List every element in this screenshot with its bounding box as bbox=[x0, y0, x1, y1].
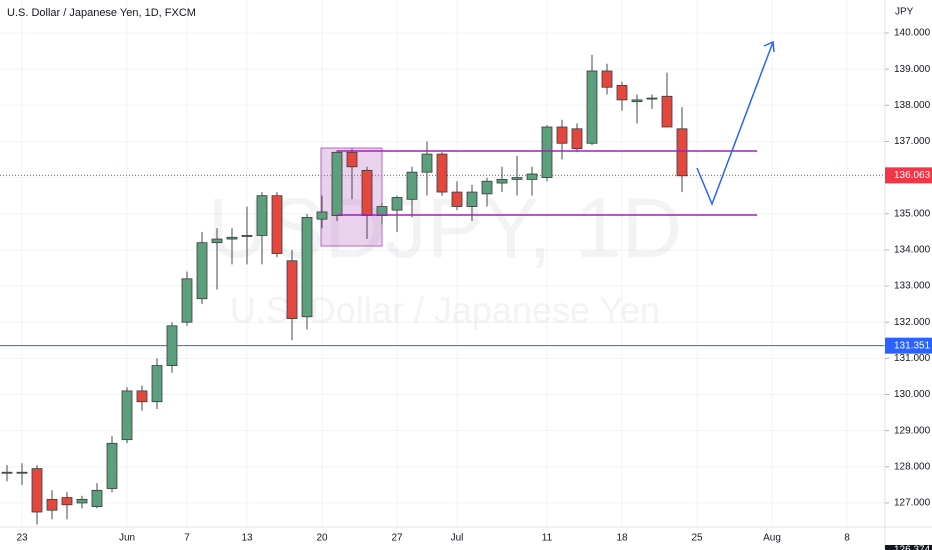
y-axis-label: JPY bbox=[895, 7, 914, 18]
price-label: 131.351 bbox=[894, 340, 931, 351]
candle-body bbox=[346, 151, 358, 168]
chart-title: U.S. Dollar / Japanese Yen, 1D, FXCM bbox=[7, 7, 196, 19]
x-tick-label: 23 bbox=[16, 533, 28, 544]
candle-body bbox=[136, 390, 148, 403]
y-tick-label: 131.000 bbox=[894, 353, 931, 364]
candle-body bbox=[151, 365, 163, 403]
x-tick-label: 25 bbox=[691, 533, 703, 544]
candle-body bbox=[256, 195, 268, 236]
candle-body bbox=[616, 85, 628, 101]
candle-body bbox=[421, 153, 433, 173]
candle-body bbox=[331, 151, 343, 216]
candles bbox=[1, 54, 688, 525]
watermark-subtitle: U.S. Dollar / Japanese Yen bbox=[230, 290, 660, 331]
candle-body bbox=[196, 242, 208, 300]
y-tick-label: 140.000 bbox=[894, 28, 931, 39]
candle-body bbox=[646, 97, 658, 100]
candle-body bbox=[226, 236, 238, 240]
candle-body bbox=[556, 126, 568, 144]
candle-body bbox=[571, 128, 583, 150]
candle-body bbox=[511, 177, 523, 180]
y-tick-label: 134.000 bbox=[894, 245, 931, 256]
candle-body bbox=[76, 498, 88, 504]
candle-body bbox=[286, 260, 298, 319]
candle-body bbox=[601, 70, 613, 88]
x-tick-label: Jun bbox=[119, 533, 135, 544]
candle-body bbox=[316, 211, 328, 220]
y-tick-label: 138.000 bbox=[894, 100, 931, 111]
candle-body bbox=[241, 235, 253, 237]
candle-body bbox=[466, 191, 478, 207]
candle-body bbox=[451, 191, 463, 207]
y-tick-label: 133.000 bbox=[894, 281, 931, 292]
y-tick-label: 127.000 bbox=[894, 498, 931, 509]
candle-body bbox=[121, 390, 133, 441]
candle-body bbox=[16, 471, 28, 474]
bottom-label-box bbox=[885, 545, 932, 550]
x-tick-label: Aug bbox=[763, 533, 781, 544]
candle-body bbox=[496, 179, 508, 184]
candle-body bbox=[106, 442, 118, 489]
y-tick-label: 130.000 bbox=[894, 389, 931, 400]
price-label-box bbox=[885, 337, 932, 354]
candle-body bbox=[61, 497, 73, 506]
y-tick-label: 139.000 bbox=[894, 64, 931, 75]
x-tick-label: 13 bbox=[241, 533, 253, 544]
candle-body bbox=[31, 468, 43, 513]
x-tick-label: 7 bbox=[184, 533, 190, 544]
candle-body bbox=[586, 70, 598, 144]
bottom-label: 126.374 bbox=[894, 545, 931, 550]
candle-body bbox=[166, 325, 178, 366]
candle-body bbox=[361, 169, 373, 216]
candle-body bbox=[211, 238, 223, 244]
arrow-head bbox=[763, 40, 775, 53]
x-tick-label: 8 bbox=[844, 533, 850, 544]
y-tick-label: 135.000 bbox=[894, 208, 931, 219]
candle-body bbox=[46, 498, 58, 511]
candle-body bbox=[376, 206, 388, 216]
x-tick-label: 18 bbox=[616, 533, 628, 544]
candle-body bbox=[541, 126, 553, 179]
x-tick-label: 27 bbox=[391, 533, 403, 544]
watermark: USDJPY, 1D bbox=[208, 181, 683, 275]
axes: 127.000 128.000 129.000 130.000 131.000 132.0… bbox=[16, 28, 932, 550]
y-tick-label: 132.000 bbox=[894, 317, 931, 328]
y-tick-label: 128.000 bbox=[894, 461, 931, 472]
y-tick-label: 129.000 bbox=[894, 425, 931, 436]
candle-body bbox=[481, 180, 493, 195]
candle-body bbox=[1, 471, 13, 474]
candle-body bbox=[301, 216, 313, 318]
candle-body bbox=[676, 128, 688, 177]
candle-body bbox=[91, 489, 103, 507]
candle-body bbox=[271, 195, 283, 254]
y-tick-label: 137.000 bbox=[894, 136, 931, 147]
x-tick-label: 20 bbox=[316, 533, 328, 544]
candle-body bbox=[406, 171, 418, 200]
candle-body bbox=[436, 153, 448, 193]
price-label-box bbox=[885, 167, 932, 184]
x-tick-label: 11 bbox=[542, 533, 553, 544]
candle-body bbox=[661, 95, 673, 128]
candle-body bbox=[631, 99, 643, 103]
price-lines bbox=[0, 174, 885, 347]
candle-body bbox=[526, 173, 538, 180]
candle-body bbox=[181, 278, 193, 323]
price-label: 136.063 bbox=[894, 170, 931, 181]
forecast-arrow bbox=[696, 41, 774, 207]
x-tick-label: Jul bbox=[451, 533, 464, 544]
candle-body bbox=[391, 197, 403, 211]
